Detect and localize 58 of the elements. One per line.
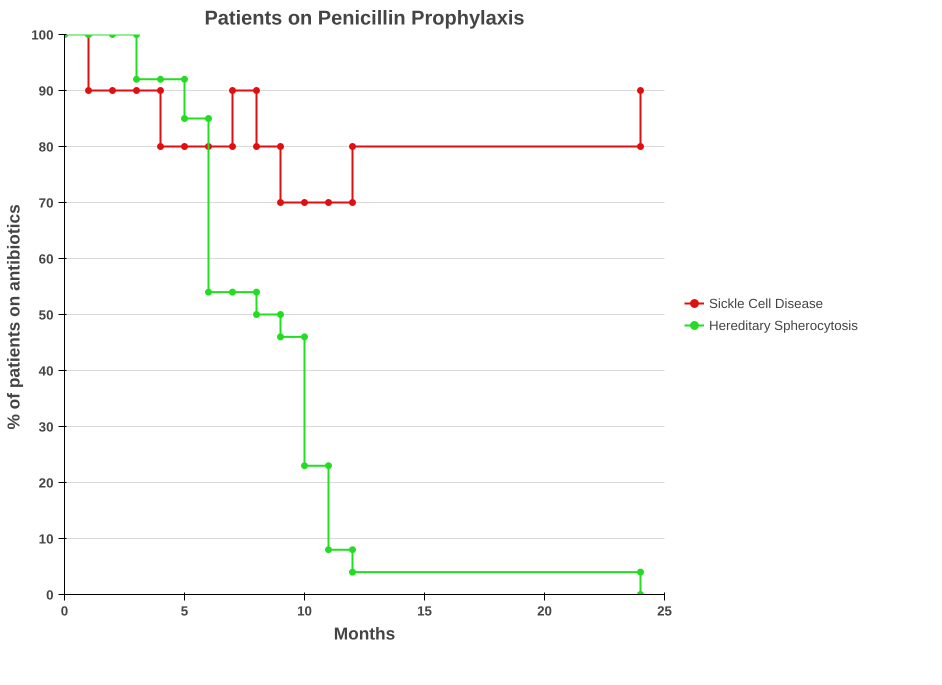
point	[277, 199, 284, 206]
point	[205, 115, 212, 122]
y-tick-label: 40	[38, 364, 54, 378]
point	[277, 311, 284, 318]
point	[181, 115, 188, 122]
point	[301, 462, 308, 470]
point	[325, 462, 332, 470]
point	[325, 199, 332, 206]
y-tick-label: 80	[38, 140, 54, 154]
point	[277, 333, 284, 340]
x-tick-label: 10	[297, 604, 312, 618]
point	[253, 288, 260, 296]
legend-label: Hereditary Spherocytosis	[709, 318, 858, 332]
x-tick-label: 15	[417, 604, 432, 618]
y-tick-label: 60	[38, 252, 54, 266]
point	[85, 87, 92, 94]
point	[637, 87, 644, 94]
point	[349, 568, 356, 576]
point	[133, 76, 140, 83]
point	[253, 311, 260, 318]
chart-title: Patients on Penicillin Prophylaxis	[204, 8, 525, 30]
x-tick-label: 20	[537, 604, 552, 618]
point	[157, 143, 164, 150]
point	[157, 87, 164, 94]
point	[253, 143, 260, 150]
point	[253, 87, 260, 94]
point	[133, 87, 140, 94]
y-tick-label: 90	[38, 84, 54, 98]
point	[229, 87, 236, 94]
point	[301, 333, 308, 340]
point	[301, 199, 308, 206]
point	[181, 143, 188, 150]
point	[229, 288, 236, 296]
point	[157, 76, 164, 83]
point	[229, 143, 236, 150]
x-tick-label: 25	[657, 604, 672, 618]
point	[637, 568, 644, 576]
y-tick-label: 30	[38, 420, 54, 434]
point	[277, 143, 284, 150]
x-axis-title: Months	[334, 624, 396, 644]
point	[325, 546, 332, 554]
y-tick-label: 20	[38, 476, 54, 490]
y-tick-label: 0	[46, 588, 54, 602]
y-tick-label: 70	[38, 196, 54, 210]
y-tick-label: 10	[38, 532, 54, 546]
x-tick-label: 5	[180, 604, 189, 618]
point	[181, 76, 188, 83]
point	[109, 87, 116, 94]
y-tick-label: 100	[31, 28, 54, 42]
point	[349, 546, 356, 554]
x-tick-label: 0	[60, 604, 68, 618]
point	[349, 199, 356, 206]
point	[205, 288, 212, 296]
legend-label: Sickle Cell Disease	[709, 296, 824, 310]
y-tick-label: 50	[38, 308, 54, 322]
point	[349, 143, 356, 150]
y-axis-title: % of patients on antibiotics	[3, 204, 24, 430]
point	[637, 143, 644, 150]
